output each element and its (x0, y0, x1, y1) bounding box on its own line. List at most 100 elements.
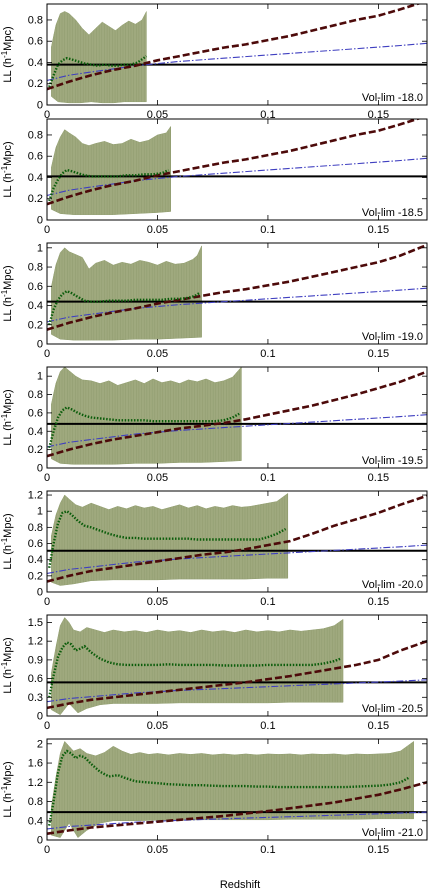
green-dotted-line (48, 509, 287, 569)
plot-area (47, 492, 427, 586)
y-tick-label: 0.2 (28, 444, 43, 456)
dark-red-dashed-line (47, 639, 427, 710)
plot-frame (46, 3, 428, 106)
green-dotted-line (48, 168, 170, 202)
y-tick-label: 1.2 (28, 777, 43, 789)
plot-area (47, 740, 427, 838)
green-dotted-line (48, 640, 342, 698)
y-tick-label: 0.6 (28, 36, 43, 48)
panel-label: Vol-lim -20.0 (362, 579, 423, 591)
x-tick-label: 0 (44, 472, 50, 484)
y-tick-label: 0.6 (28, 151, 43, 163)
blue-dash-dot-line (47, 544, 427, 574)
x-tick-label: 0.05 (147, 596, 168, 608)
y-tick-label: 1.5 (28, 617, 43, 629)
plot-frame (46, 614, 428, 717)
dark-red-dashed-line (47, 370, 427, 458)
blue-dash-dot-line (47, 42, 427, 82)
plot-frame (46, 242, 428, 345)
y-tick-label: 0.8 (28, 129, 43, 141)
y-tick-label: 0 (37, 835, 43, 847)
y-axis-title: LL (h-1Mpc) (0, 141, 14, 197)
y-tick-label: 0.6 (28, 407, 43, 419)
y-tick-label: 0.9 (28, 654, 43, 666)
y-axis-title: LL (h-1Mpc) (0, 389, 14, 445)
y-tick-label: 0.8 (28, 14, 43, 26)
x-tick-label: 0.1 (260, 472, 275, 484)
y-axis-title: LL (h-1Mpc) (0, 761, 14, 817)
panel-2: 0 0.2 0.4 0.6 0.8 0 0.05 0.1 0.15 Vol-lim -18.5 LL… (0, 118, 428, 236)
band-hatch (51, 367, 240, 465)
green-dotted-line (48, 289, 201, 326)
y-tick-label: 0.3 (28, 692, 43, 704)
panel-label: Vol-lim -19.0 (362, 331, 423, 343)
y-tick-label: 0 (37, 463, 43, 475)
x-tick-label: 0.05 (147, 109, 168, 121)
panel-label: Vol-lim -19.5 (362, 455, 423, 467)
panel-label: Vol-lim -20.5 (362, 703, 423, 715)
y-tick-label: 0.8 (28, 522, 43, 534)
error-band (51, 11, 147, 104)
plot-area (47, 367, 427, 465)
x-tick-label: 0.05 (147, 348, 168, 360)
panel-4: 0 0.2 0.4 0.6 0.8 1 0 0.05 0.1 0.15 Vol-lim -19.5 L… (0, 366, 428, 484)
plot-area (47, 243, 427, 341)
plot-frame (46, 118, 428, 221)
dark-red-dashed-line (47, 243, 427, 331)
x-tick-label: 0 (44, 109, 50, 121)
x-tick-label: 0 (44, 844, 50, 856)
panel-3: 0 0.2 0.4 0.6 0.8 1 0 0.05 0.1 0.15 Vol-lim -19.0 L… (0, 242, 428, 360)
y-axis-title: LL (h-1Mpc) (0, 513, 14, 569)
y-tick-label: 1.6 (28, 758, 43, 770)
x-tick-label: 0 (44, 720, 50, 732)
x-tick-label: 0.1 (260, 109, 275, 121)
y-tick-label: 1.2 (28, 636, 43, 648)
error-band (51, 740, 414, 838)
y-axis-title: LL (h-1Mpc) (0, 265, 14, 321)
panel-label: Vol-lim -18.0 (362, 92, 423, 104)
y-axis-title: LL (h-1Mpc) (0, 26, 14, 82)
y-tick-label: 0.8 (28, 262, 43, 274)
y-tick-label: 0.6 (28, 281, 43, 293)
green-dotted-line (48, 406, 240, 449)
plot-frame (46, 490, 428, 593)
panel-1: 0 0.2 0.4 0.6 0.8 0 0.05 0.1 0.15 Vol-lim -18.0 LL… (0, 3, 428, 121)
y-tick-label: 0.4 (28, 172, 43, 184)
y-tick-label: 1.2 (28, 490, 43, 502)
x-tick-label: 0.05 (147, 844, 168, 856)
dark-red-dashed-line (47, 494, 427, 583)
blue-dash-dot-line (47, 811, 427, 830)
x-tick-label: 0.05 (147, 472, 168, 484)
x-tick-label: 0 (44, 596, 50, 608)
x-tick-label: 0 (44, 348, 50, 360)
x-tick-label: 0.15 (368, 109, 389, 121)
error-band (51, 125, 171, 215)
x-tick-label: 0.15 (368, 348, 389, 360)
error-band (51, 367, 242, 465)
y-tick-label: 0 (37, 215, 43, 227)
dark-red-dashed-line (47, 119, 422, 206)
x-tick-label: 0.1 (260, 224, 275, 236)
panel-label: Vol-lim -18.5 (362, 207, 423, 219)
y-tick-label: 0.2 (28, 78, 43, 90)
panel-7: 0 0.4 0.8 1.2 1.6 2 0 0.05 0.1 0.15 Vol-lim -21.0 L… (0, 738, 428, 856)
y-tick-label: 0.2 (28, 193, 43, 205)
x-tick-label: 0.15 (368, 844, 389, 856)
x-tick-label: 0.1 (260, 596, 275, 608)
x-tick-label: 0.15 (368, 720, 389, 732)
blue-dash-dot-line (47, 679, 427, 703)
x-tick-label: 0 (44, 224, 50, 236)
plot-frame (46, 366, 428, 469)
y-axis-title: LL (h-1Mpc) (0, 637, 14, 693)
y-tick-label: 0.4 (28, 300, 43, 312)
y-tick-label: 0.2 (28, 570, 43, 582)
y-tick-label: 0.4 (28, 426, 43, 438)
y-tick-label: 0.2 (28, 319, 43, 331)
x-axis-title: Redshift (220, 879, 260, 891)
y-tick-label: 0.8 (28, 796, 43, 808)
dark-red-dashed-line (47, 781, 427, 835)
y-tick-label: 2 (37, 738, 43, 750)
blue-dash-dot-line (47, 157, 427, 197)
